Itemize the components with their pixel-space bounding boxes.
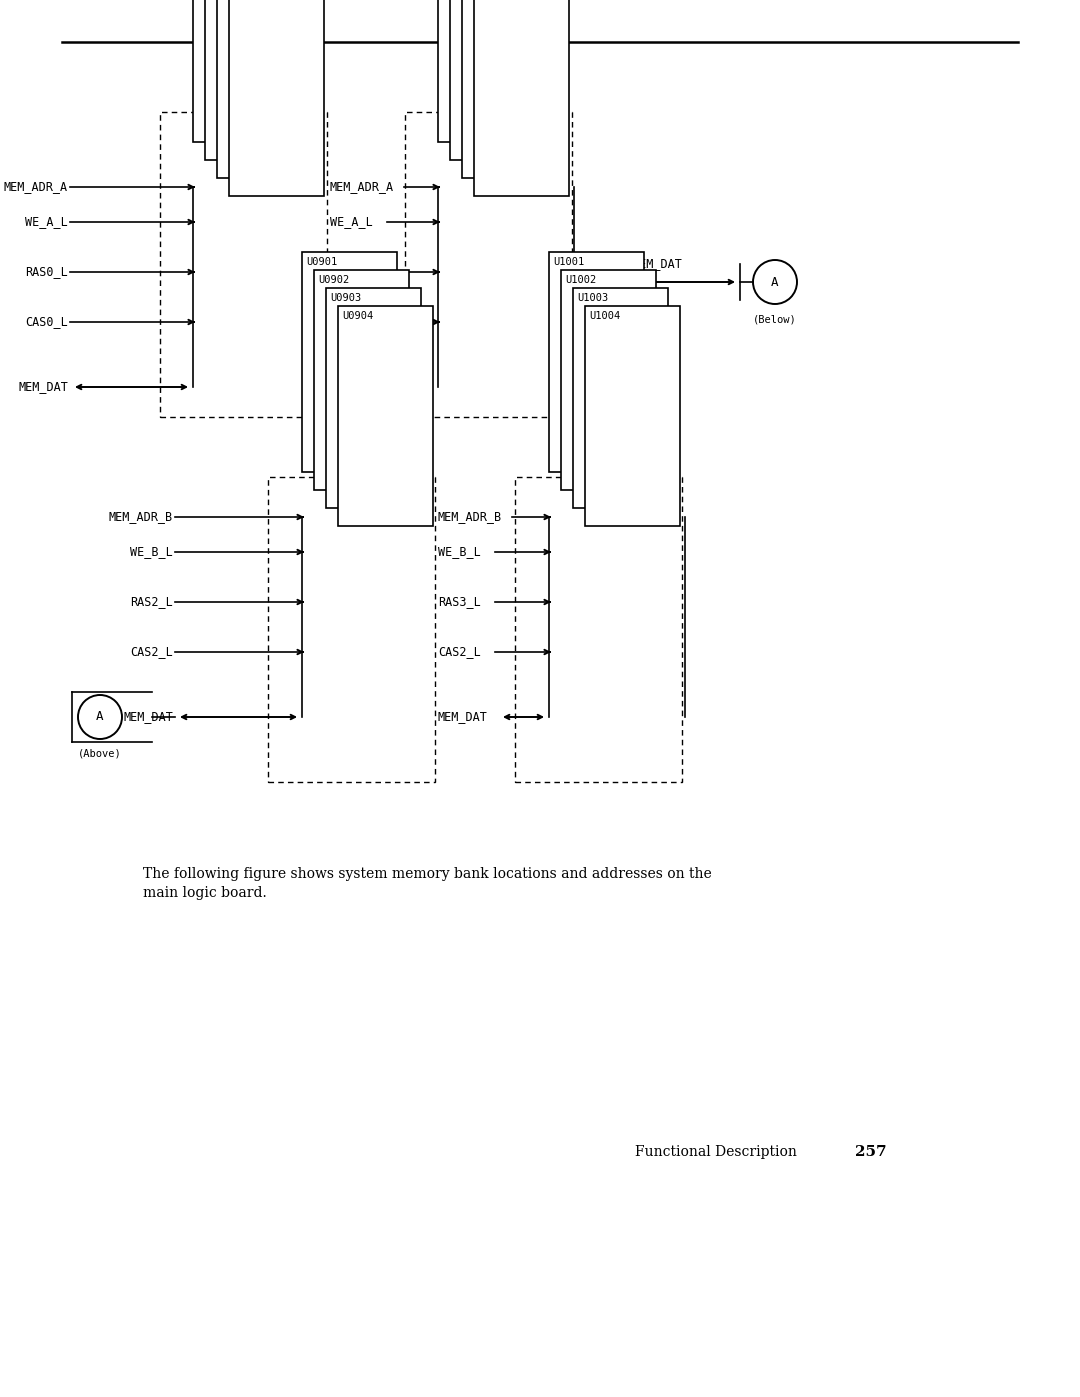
Text: U0903: U0903	[330, 293, 361, 303]
Text: RAS2_L: RAS2_L	[131, 595, 173, 609]
Bar	[229, 0, 324, 196]
Text: RAS1_L: RAS1_L	[330, 265, 373, 278]
Bar	[193, 0, 288, 142]
Bar	[450, 0, 545, 161]
Bar	[160, 112, 327, 416]
Bar	[462, 0, 557, 177]
Text: MEM_ADR_A: MEM_ADR_A	[4, 180, 68, 194]
Bar	[474, 0, 569, 196]
Text: Bank 1: Bank 1	[465, 91, 511, 103]
Text: CAS0_L: CAS0_L	[25, 316, 68, 328]
Bar	[573, 288, 669, 509]
Text: CAS0_L: CAS0_L	[330, 316, 373, 328]
Bar	[314, 270, 409, 490]
Bar	[302, 251, 397, 472]
Text: MEM_DAT: MEM_DAT	[123, 711, 173, 724]
Text: Functional Description: Functional Description	[635, 1146, 797, 1160]
Bar	[268, 476, 435, 782]
Bar	[438, 0, 534, 142]
Text: CAS2_L: CAS2_L	[131, 645, 173, 658]
Bar	[338, 306, 433, 527]
Text: U0901: U0901	[306, 257, 337, 267]
Text: WE_B_L: WE_B_L	[131, 545, 173, 559]
Text: MEM_ADR_A: MEM_ADR_A	[330, 180, 394, 194]
Text: The following figure shows system memory bank locations and addresses on the
mai: The following figure shows system memory…	[143, 868, 712, 901]
Text: MEM_DAT: MEM_DAT	[632, 257, 681, 270]
Text: (Above): (Above)	[78, 749, 122, 759]
Text: U1003: U1003	[577, 293, 608, 303]
Text: WE_B_L: WE_B_L	[438, 545, 481, 559]
Bar	[549, 251, 644, 472]
Text: Bank 0: Bank 0	[221, 91, 266, 103]
Text: U0904: U0904	[342, 312, 374, 321]
Text: WE_A_L: WE_A_L	[330, 215, 373, 229]
Text: 257: 257	[855, 1146, 887, 1160]
Text: RAS0_L: RAS0_L	[25, 265, 68, 278]
Text: Bank 2: Bank 2	[329, 455, 374, 469]
Text: A: A	[771, 275, 779, 289]
Text: CAS2_L: CAS2_L	[438, 645, 481, 658]
Text: WE_A_L: WE_A_L	[25, 215, 68, 229]
Bar	[217, 0, 312, 177]
Text: MEM_ADR_B: MEM_ADR_B	[109, 510, 173, 524]
Bar	[205, 0, 300, 161]
Text: A: A	[96, 711, 104, 724]
Bar	[585, 306, 680, 527]
Text: U1001: U1001	[553, 257, 584, 267]
Text: Bank 3: Bank 3	[576, 455, 621, 469]
Bar	[326, 288, 421, 509]
Text: MEM_DAT: MEM_DAT	[438, 711, 488, 724]
Text: RAS3_L: RAS3_L	[438, 595, 481, 609]
Text: MEM_DAT: MEM_DAT	[18, 380, 68, 394]
Text: U1004: U1004	[589, 312, 620, 321]
Text: MEM_DAT: MEM_DAT	[330, 380, 380, 394]
Text: U0902: U0902	[318, 275, 349, 285]
Bar	[405, 112, 572, 416]
Bar	[561, 270, 656, 490]
Text: U1002: U1002	[565, 275, 596, 285]
Text: MEM_ADR_B: MEM_ADR_B	[438, 510, 502, 524]
Bar	[515, 476, 681, 782]
Text: (Below): (Below)	[753, 314, 797, 324]
